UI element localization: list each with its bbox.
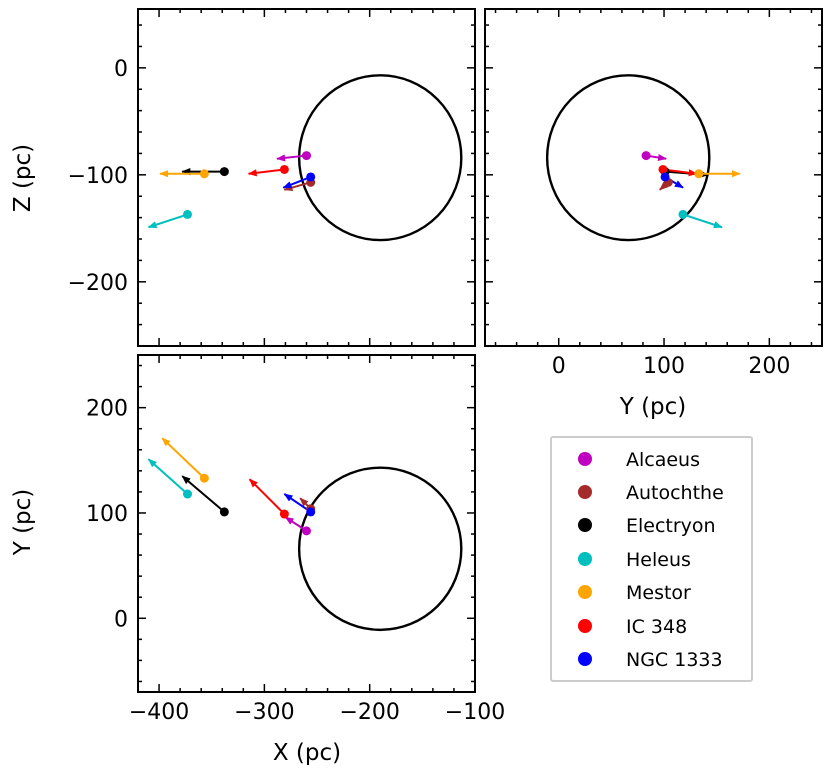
point-ic-348 [279, 509, 289, 519]
point-electryon [219, 507, 229, 517]
point-heleus [678, 209, 688, 219]
legend-entry-mestor: Mestor [578, 582, 691, 604]
point-ic-348 [658, 164, 668, 174]
legend-entry-ic-348: IC 348 [578, 616, 687, 638]
xlabel-x-bottom-left: X (pc) [273, 740, 341, 766]
point-mestor [199, 169, 209, 179]
velocity-arrow-alcaeus [276, 154, 307, 162]
ylabel-y-bottom-left: Y (pc) [10, 489, 36, 557]
point-ic-348 [279, 164, 289, 174]
x-tick-label-xy: −400 [129, 700, 189, 725]
point-alcaeus [302, 151, 311, 161]
legend-marker-mestor [578, 585, 592, 599]
axes-frame-yz [484, 8, 823, 347]
x-tick-label-yz: 0 [552, 354, 566, 379]
legend-marker-ic-348 [578, 619, 592, 633]
legend-entry-alcaeus: Alcaeus [578, 449, 700, 471]
x-tick-label-xy: −300 [234, 700, 294, 725]
x-tick-label-yz: 100 [643, 354, 685, 379]
legend-entry-heleus: Heleus [578, 549, 691, 571]
legend-label-ngc-1333: NGC 1333 [626, 649, 723, 671]
velocity-arrow-heleus [147, 458, 189, 495]
point-mestor [199, 473, 209, 483]
velocity-arrow-ngc-1333 [282, 176, 312, 189]
legend-marker-autochthe [578, 485, 592, 499]
y-tick-label-xz: −100 [68, 164, 128, 189]
point-ngc-1333 [660, 172, 670, 182]
point-heleus [182, 489, 192, 499]
velocity-arrow-electryon [181, 475, 226, 513]
point-electryon [219, 167, 229, 177]
point-heleus [182, 209, 192, 219]
point-ngc-1333 [306, 172, 316, 182]
axes-frame-xz [137, 8, 476, 347]
point-alcaeus [302, 526, 311, 536]
axes-frame-xy [137, 354, 476, 693]
xlabel-y-top-right: Y (pc) [619, 394, 687, 420]
reference-circle-yz [545, 74, 711, 242]
legend-marker-electryon [578, 518, 592, 532]
reference-circle-xy [297, 466, 463, 632]
velocity-arrow-heleus [682, 213, 723, 229]
plot-area-xz [147, 74, 463, 242]
x-tick-label-xy: −100 [445, 700, 505, 725]
legend-entry-electryon: Electryon [578, 515, 716, 537]
legend-marker-heleus [578, 552, 592, 566]
point-ngc-1333 [306, 507, 316, 517]
x-tick-label-xy: −200 [339, 700, 399, 725]
panel-xz: 0 −100 −200 [68, 8, 476, 347]
point-mestor [694, 169, 704, 179]
legend: Alcaeus Autochthe Electryon Heleus Mesto… [550, 436, 753, 682]
y-tick-label-xz: 0 [114, 57, 128, 82]
legend-label-autochthe: Autochthe [626, 482, 724, 504]
velocity-arrow-ic-348 [247, 168, 285, 177]
panel-yz: 0 100 200 [484, 8, 823, 379]
legend-entry-autochthe: Autochthe [578, 482, 724, 504]
reference-circle-xz [297, 74, 463, 242]
y-tick-label-xz: −200 [68, 271, 128, 296]
legend-marker-ngc-1333 [578, 652, 592, 666]
legend-label-alcaeus: Alcaeus [626, 449, 700, 471]
legend-label-mestor: Mestor [626, 582, 691, 604]
y-tick-label-xy: 100 [86, 502, 128, 527]
legend-label-heleus: Heleus [626, 549, 691, 571]
legend-label-electryon: Electryon [626, 515, 716, 537]
x-tick-label-yz: 200 [748, 354, 790, 379]
velocity-arrow-mestor [161, 437, 206, 479]
legend-frame [550, 436, 753, 682]
ylabel-z-top-left: Z (pc) [10, 144, 36, 212]
panel-xy: −400 −300 −200 −100 0 100 200 [86, 354, 505, 725]
legend-label-ic-348: IC 348 [626, 616, 687, 638]
legend-entry-ngc-1333: NGC 1333 [578, 649, 723, 671]
point-alcaeus [641, 151, 651, 161]
y-tick-label-xy: 0 [114, 607, 128, 632]
plot-area-xy [147, 437, 463, 632]
velocity-arrow-ic-348 [248, 478, 286, 515]
velocity-arrow-autochthe [283, 181, 311, 192]
plot-area-yz [545, 74, 741, 242]
y-tick-label-xy: 200 [86, 397, 128, 422]
velocity-arrow-heleus [147, 213, 188, 229]
legend-marker-alcaeus [578, 452, 592, 466]
